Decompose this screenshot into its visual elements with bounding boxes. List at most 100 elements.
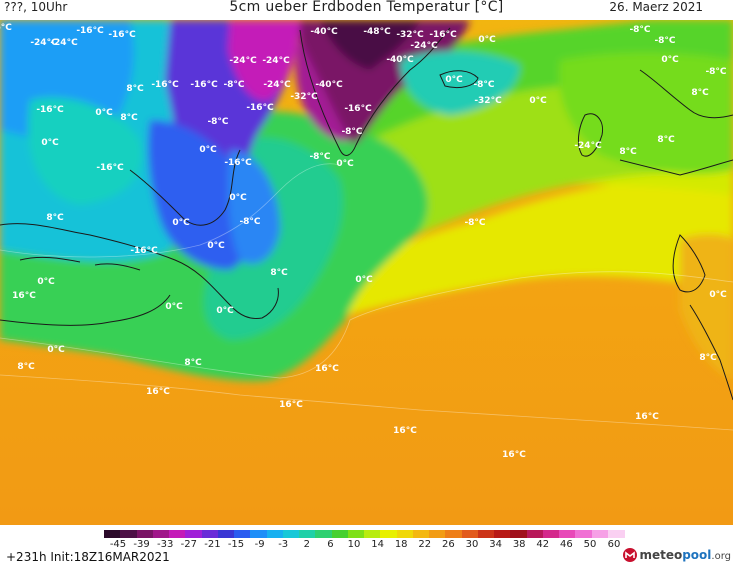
coastline-iceland [439, 70, 479, 89]
legend-tick-label: 26 [442, 539, 455, 550]
legend-tick-label: -9 [254, 539, 265, 550]
legend-swatch [266, 530, 284, 538]
temperature-label: 16°C [0, 23, 12, 33]
temperature-label: -40°C [310, 27, 338, 37]
temperature-label: 0°C [529, 96, 547, 106]
legend-swatch [607, 530, 625, 538]
legend-tick-label: 30 [465, 539, 479, 550]
africa-zone [680, 234, 733, 380]
legend-swatch [591, 530, 609, 538]
temperature-label: -16°C [130, 246, 158, 256]
temperature-label: 8°C [17, 362, 35, 372]
legend-tick-label: -39 [133, 539, 150, 550]
legend-swatch [169, 530, 186, 538]
legend-swatch [364, 530, 381, 538]
temperature-label: 0°C [41, 138, 59, 148]
legend-tick-label: 60 [607, 539, 621, 550]
temperature-label: 0°C [37, 277, 55, 287]
legend-swatch [136, 530, 154, 538]
temperature-label: -24°C [410, 41, 438, 51]
blue-zone-bay [228, 150, 280, 264]
temperature-label: 16°C [279, 400, 303, 410]
legend-swatch [461, 530, 479, 538]
temperature-label: -16°C [190, 80, 218, 90]
legend-swatch [396, 530, 414, 538]
legend-swatch [234, 530, 251, 538]
temperature-label: 8°C [126, 84, 144, 94]
turquoise-zone-west [28, 97, 142, 205]
map-date: 26. Maerz 2021 [609, 0, 703, 14]
temperature-label: 8°C [657, 135, 675, 145]
temperature-label: 8°C [619, 147, 637, 157]
cyan-zone-north [400, 50, 520, 116]
legend-tick-label: -27 [180, 539, 197, 550]
legend-swatch [494, 530, 511, 538]
temperature-label: -8°C [223, 80, 244, 90]
legend-swatch [120, 530, 137, 538]
legend-swatch [429, 530, 446, 538]
legend-tick-label: 46 [560, 539, 573, 550]
legend-swatch [477, 530, 495, 538]
temperature-label: -16°C [246, 103, 274, 113]
coastline-caribbean-islands [19, 256, 141, 271]
temperature-label: -32°C [396, 30, 424, 40]
valid-time-label: ???, 10Uhr [4, 0, 68, 14]
coastline-labrador [129, 149, 241, 226]
temperature-label: 0°C [661, 55, 679, 65]
isoline-8 [0, 271, 733, 379]
temperature-label: -16°C [76, 26, 104, 36]
meteopool-logo-icon [623, 548, 638, 562]
temperature-label: -16°C [96, 163, 124, 173]
temperature-label: -24°C [50, 38, 78, 48]
temperature-map: -24°C -16°C -16°C -40°C -48°C -32°C -16°C 0°C -8… [0, 20, 733, 525]
coastline-uk [577, 113, 604, 157]
temperature-label: -16°C [36, 105, 64, 115]
legend-tick-label: -15 [227, 539, 245, 550]
greenland-edge [295, 40, 350, 141]
legend-swatch [412, 530, 430, 538]
legend-swatch [331, 530, 349, 538]
temperature-label: -24°C [262, 56, 290, 66]
legend-swatch [152, 530, 170, 538]
logo-glyph-icon [625, 551, 636, 558]
temperature-label: 0°C [336, 159, 354, 169]
legend-swatch [315, 530, 332, 538]
coastlines [0, 27, 733, 401]
temperature-label: -16°C [429, 30, 457, 40]
magenta-zone [228, 20, 300, 101]
legend-tick-label: -33 [157, 539, 174, 550]
model-run-info: +231h Init:18Z16MAR2021 [6, 550, 170, 564]
brand-text-meteo: meteo [639, 548, 683, 562]
temperature-label: -24°C [263, 80, 291, 90]
temperature-label: 16°C [12, 291, 36, 301]
temperature-label: 0°C [229, 193, 247, 203]
legend-ticks: -45 -39 -33 -27 -21 -15 -9 -3 2 6 10 14 18 22 26 30 34 38… [104, 539, 624, 551]
temperature-label: 8°C [691, 88, 709, 98]
temperature-label: 8°C [699, 353, 717, 363]
brand-logo[interactable]: meteopool.org [623, 546, 731, 564]
temperature-label: -24°C [30, 38, 58, 48]
temperature-label: -40°C [386, 55, 414, 65]
legend-swatch [347, 530, 365, 538]
legend-tick-label: -21 [204, 539, 221, 550]
temperature-label: -16°C [108, 30, 136, 40]
temperature-map-canvas: -24°C-16°C -16°C -40°C -48°C -32°C -16°C 0°C-8… [0, 20, 733, 525]
temperature-label: 0°C [172, 218, 190, 228]
temperature-label: 16°C [315, 364, 339, 374]
temperature-label: 0°C [709, 290, 727, 300]
temperature-label: 16°C [635, 412, 659, 422]
blue-zone-interior [148, 120, 254, 270]
greenland-core [320, 20, 420, 70]
isoline-0 [0, 163, 341, 258]
brand-text: meteopool.org [639, 548, 731, 562]
legend-swatch [250, 530, 267, 538]
temperature-label: 8°C [184, 358, 202, 368]
coastline-north-america [0, 223, 279, 319]
temperature-label: 0°C [47, 345, 65, 355]
legend-tick-label: 14 [371, 539, 384, 550]
temperature-label: -8°C [341, 127, 362, 137]
legend-swatch [299, 530, 316, 538]
temperature-label: 0°C [199, 145, 217, 155]
coastline-africa [689, 304, 733, 401]
legend-swatch [380, 530, 397, 538]
